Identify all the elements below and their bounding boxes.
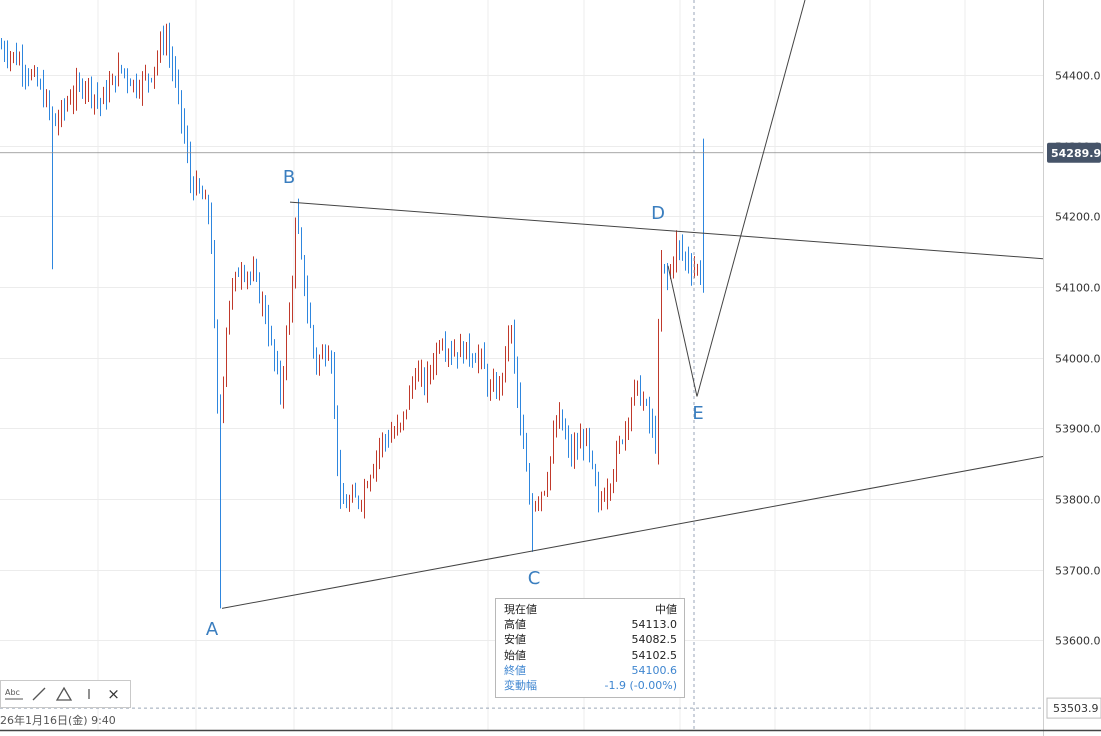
triangle-tool-button[interactable]: [51, 681, 76, 707]
tooltip-row-close: 終値 54100.6: [504, 663, 677, 678]
ohlc-tooltip: 現在値 中値 高値 54113.0 安値 54082.5 始値 54102.5 …: [495, 598, 685, 698]
trendline-upper: [289, 201, 1044, 260]
y-tick-label: 53600.0: [1055, 635, 1101, 648]
tooltip-header: 現在値 中値: [504, 602, 677, 617]
crosshair-price-label: 53503.9: [1053, 702, 1099, 715]
pattern-label-B: B: [283, 167, 295, 188]
tooltip-value: -1.9 (-0.00%): [604, 679, 677, 693]
y-tick-label: 54400.0: [1055, 70, 1101, 83]
grid-lines: [0, 0, 1043, 730]
y-tick-label: 54200.0: [1055, 211, 1101, 224]
y-tick-label: 53800.0: [1055, 494, 1101, 507]
tooltip-row-change: 変動幅 -1.9 (-0.00%): [504, 678, 677, 693]
pattern-lines: [0, 0, 1044, 730]
tooltip-label: 変動幅: [504, 679, 537, 693]
pattern-label-C: C: [528, 568, 541, 589]
drawing-toolbar: Abc ×: [0, 680, 131, 708]
triangle-icon: [55, 686, 72, 701]
candlesticks: [1, 22, 704, 609]
text-tool-button[interactable]: Abc: [1, 681, 26, 707]
tooltip-label: 安値: [504, 633, 526, 647]
text-tool-icon: Abc: [4, 688, 23, 700]
y-tick-label: 53900.0: [1055, 423, 1101, 436]
pattern-label-A: A: [206, 619, 219, 640]
wave-line-e-projection: [696, 0, 806, 397]
tooltip-value: 54100.6: [631, 663, 678, 677]
trendline-lower: [221, 456, 1044, 609]
tooltip-label: 高値: [504, 618, 526, 632]
line-tool-icon: [32, 687, 45, 701]
current-price-label: 54289.9: [1051, 147, 1101, 160]
svg-text:Abc: Abc: [5, 688, 20, 697]
tooltip-label: 始値: [504, 648, 526, 662]
y-tick-label: 54100.0: [1055, 282, 1101, 295]
tooltip-value: 54082.5: [631, 633, 678, 647]
tooltip-row-high: 高値 54113.0: [504, 617, 677, 632]
tooltip-row-open: 始値 54102.5: [504, 648, 677, 663]
pattern-labels: A B C D E: [206, 167, 704, 640]
tooltip-label: 終値: [504, 663, 526, 677]
crosshair-price-badge: [1046, 697, 1101, 719]
tooltip-row-low: 安値 54082.5: [504, 632, 677, 647]
close-icon: ×: [107, 685, 120, 703]
line-tool-button[interactable]: [26, 681, 51, 707]
tooltip-value: 54113.0: [631, 618, 678, 632]
tooltip-header-left: 現在値: [504, 603, 537, 616]
y-tick-label: 53700.0: [1055, 565, 1101, 578]
wave-line-d-e: [667, 265, 698, 397]
tooltip-value: 54102.5: [631, 648, 678, 662]
close-toolbar-button[interactable]: ×: [101, 681, 126, 707]
pattern-label-E: E: [692, 403, 703, 424]
vertical-line-icon: [87, 689, 90, 699]
vertical-line-tool-button[interactable]: [76, 681, 101, 707]
tooltip-header-right: 中値: [655, 603, 677, 616]
current-price-badge: [1047, 142, 1101, 163]
crosshair-date-label: 26年1月16日(金) 9:40: [0, 714, 116, 727]
y-tick-label: 54000.0: [1055, 353, 1101, 366]
pattern-label-D: D: [651, 203, 665, 224]
